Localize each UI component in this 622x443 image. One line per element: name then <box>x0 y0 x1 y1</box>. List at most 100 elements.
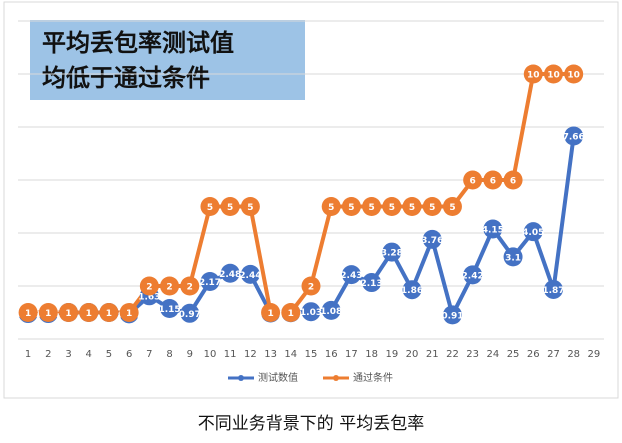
data-point <box>99 303 119 322</box>
data-label: 5 <box>409 203 415 213</box>
data-point <box>261 303 281 322</box>
x-tick-label: 24 <box>486 349 499 360</box>
x-tick-label: 28 <box>567 349 580 360</box>
data-label: 2.13 <box>361 279 383 289</box>
data-point <box>483 170 503 190</box>
x-tick-label: 22 <box>446 349 459 360</box>
data-point <box>220 197 240 216</box>
data-point <box>442 305 462 325</box>
data-label: 3.28 <box>381 249 403 259</box>
series-line <box>28 72 574 315</box>
legend-label: 测试数值 <box>258 371 298 384</box>
data-label: 1 <box>45 309 51 319</box>
data-label: 2.48 <box>219 270 241 280</box>
data-label: 2 <box>308 283 314 293</box>
legend-label: 通过条件 <box>353 371 393 384</box>
data-point <box>180 276 200 296</box>
data-point <box>321 300 341 320</box>
data-point <box>321 197 341 216</box>
x-tick-label: 29 <box>588 349 601 360</box>
data-label: 1 <box>288 309 294 319</box>
title-line: 平均丢包率测试值 <box>42 29 234 57</box>
data-point <box>38 303 58 322</box>
data-point <box>503 170 523 190</box>
data-label: 6 <box>510 177 516 187</box>
data-point <box>382 242 402 262</box>
x-tick-label: 14 <box>284 349 297 360</box>
x-tick-label: 17 <box>345 349 358 360</box>
data-label: 2 <box>166 283 172 293</box>
data-point <box>362 273 382 293</box>
x-tick-label: 9 <box>187 349 193 360</box>
data-label: 1 <box>106 309 112 319</box>
data-point <box>180 303 200 323</box>
data-point <box>402 197 422 216</box>
data-label: 10 <box>527 71 540 81</box>
data-label: 1.15 <box>158 305 180 315</box>
data-label: 1 <box>267 309 273 319</box>
data-label: 2.44 <box>239 271 261 281</box>
data-point <box>362 197 382 216</box>
data-label: 4.05 <box>522 228 544 238</box>
data-point <box>543 64 563 84</box>
data-label: 5 <box>348 203 354 213</box>
data-label: 1.08 <box>320 307 342 317</box>
data-label: 1 <box>86 309 92 319</box>
data-label: 7.66 <box>563 133 585 143</box>
x-tick-label: 11 <box>224 349 237 360</box>
data-point <box>442 197 462 216</box>
x-tick-label: 12 <box>244 349 257 360</box>
data-point <box>18 303 38 322</box>
data-point <box>463 265 483 285</box>
data-point <box>564 126 584 146</box>
data-label: 2 <box>187 283 193 293</box>
data-label: 1.87 <box>542 286 564 296</box>
data-label: 5 <box>429 203 435 213</box>
legend-marker <box>333 375 339 381</box>
data-label: 2.43 <box>340 271 362 281</box>
x-tick-label: 6 <box>126 349 132 360</box>
x-tick-label: 1 <box>25 349 31 360</box>
x-tick-label: 19 <box>385 349 398 360</box>
x-tick-label: 5 <box>106 349 112 360</box>
data-point <box>281 303 301 322</box>
data-point <box>422 229 442 249</box>
data-label: 4.15 <box>482 226 504 236</box>
data-label: 0.91 <box>441 311 463 321</box>
data-label: 3.76 <box>421 236 443 246</box>
data-label: 5 <box>449 203 455 213</box>
data-label: 5 <box>247 203 253 213</box>
x-tick-label: 10 <box>204 349 217 360</box>
x-tick-label: 23 <box>466 349 479 360</box>
data-point <box>564 64 584 84</box>
x-tick-label: 15 <box>305 349 318 360</box>
data-point <box>139 276 159 296</box>
data-point <box>301 276 321 296</box>
x-tick-label: 18 <box>365 349 378 360</box>
data-point <box>119 303 139 322</box>
x-tick-label: 7 <box>146 349 152 360</box>
x-tick-label: 21 <box>426 349 439 360</box>
data-label: 6 <box>470 177 476 187</box>
data-point <box>160 276 180 296</box>
data-label: 5 <box>389 203 395 213</box>
x-tick-label: 4 <box>86 349 92 360</box>
data-point <box>240 264 260 284</box>
data-point <box>463 170 483 190</box>
data-point <box>200 197 220 216</box>
data-point <box>543 279 563 299</box>
data-label: 6 <box>490 177 496 187</box>
data-point <box>341 265 361 285</box>
data-label: 5 <box>207 203 213 213</box>
data-label: 5 <box>368 203 374 213</box>
data-label: 3.1 <box>505 253 521 263</box>
data-point <box>79 303 99 322</box>
data-point <box>59 303 79 322</box>
data-label: 10 <box>567 71 580 81</box>
data-point <box>422 197 442 216</box>
title-box <box>30 20 305 100</box>
data-label: 1 <box>126 309 132 319</box>
data-label: 1.03 <box>300 308 322 318</box>
